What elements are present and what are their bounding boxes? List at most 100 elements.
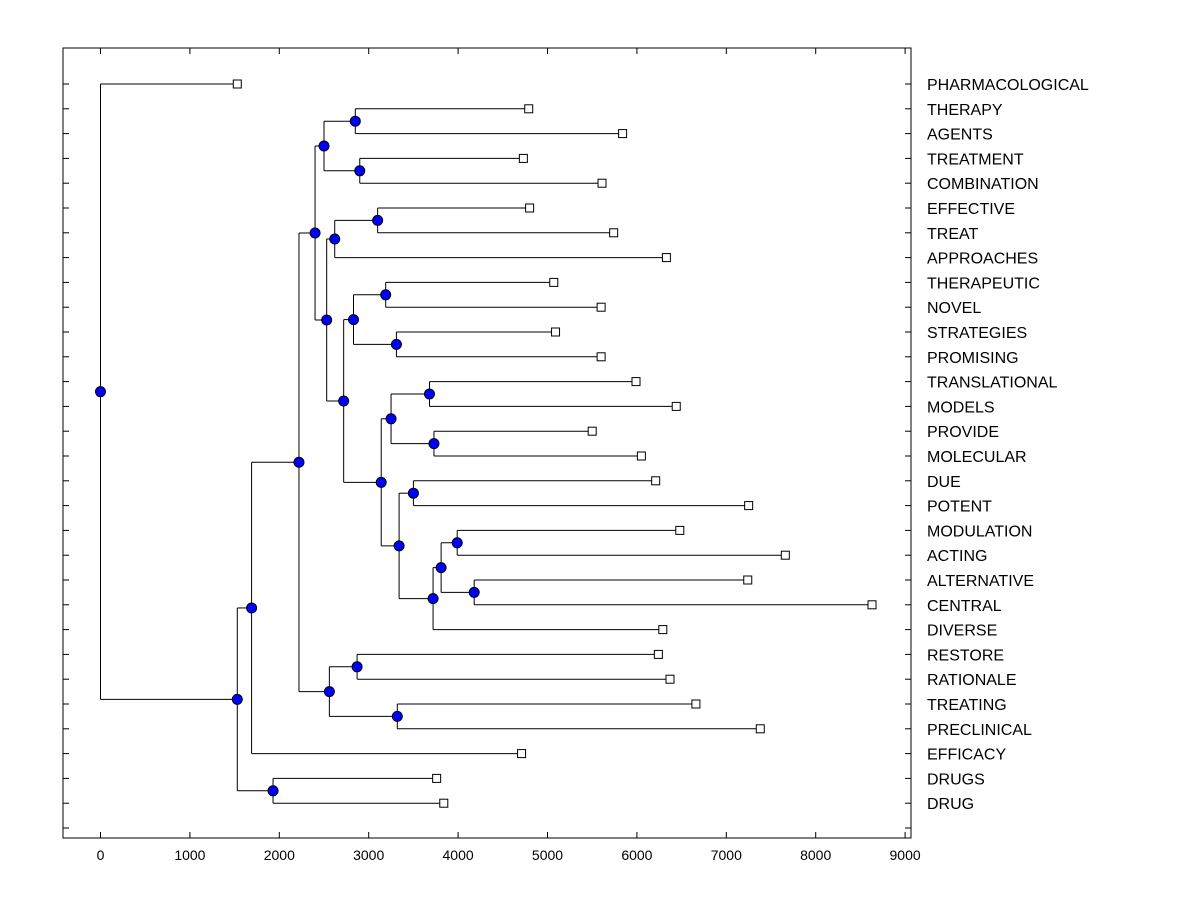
merge-node (293, 456, 305, 468)
x-tick-label: 6000 (621, 847, 652, 863)
leaf-marker (658, 625, 668, 635)
merge-node (95, 386, 106, 398)
leaf-label: PHARMACOLOGICAL (927, 77, 1089, 94)
x-tick-label: 7000 (711, 847, 742, 863)
leaf-marker (755, 724, 765, 734)
leaf-label: PROMISING (927, 350, 1019, 367)
merge-node (451, 537, 463, 549)
leaf-marker (631, 377, 641, 387)
leaf-marker (691, 699, 701, 709)
merge-node (318, 140, 330, 152)
merge-node (435, 562, 447, 574)
x-axis: 0 1000 2000 3000 4000 5000 6000 7000 8000 9000 (97, 48, 921, 863)
merge-nodes (95, 115, 480, 797)
leaf-label: APPROACHES (927, 251, 1038, 268)
leaf-marker (232, 79, 242, 89)
leaf-label: DRUG (927, 796, 974, 813)
merge-node (427, 593, 439, 605)
leaf-labels: PHARMACOLOGICAL THERAPY AGENTS TREATMENT COM… (927, 77, 1089, 813)
merge-node (391, 710, 403, 722)
leaf-marker (744, 501, 754, 511)
leaf-label: RESTORE (927, 647, 1004, 664)
leaf-marker (780, 550, 790, 560)
merge-node (393, 540, 405, 552)
leaf-marker (596, 302, 606, 312)
merge-node (372, 214, 384, 226)
left-tick-marks (63, 83, 911, 829)
leaf-marker (618, 129, 628, 139)
leaf-label: STRATEGIES (927, 325, 1027, 342)
leaf-marker (671, 401, 681, 411)
leaf-marker (551, 327, 561, 337)
x-tick-label: 5000 (532, 847, 563, 863)
leaf-label: AGENTS (927, 127, 993, 144)
x-tick-label: 1000 (174, 847, 205, 863)
leaf-label: TREAT (927, 226, 978, 243)
leaf-label: ACTING (927, 548, 987, 565)
x-tick-label: 8000 (800, 847, 831, 863)
leaf-marker (675, 525, 685, 535)
merge-node (309, 227, 321, 239)
leaf-label: TRANSLATIONAL (927, 375, 1058, 392)
merge-node (349, 115, 361, 127)
leaf-marker (743, 575, 753, 585)
merge-node (231, 693, 243, 705)
leaf-label: NOVEL (927, 300, 981, 317)
leaf-markers (232, 79, 877, 808)
leaf-label: PRECLINICAL (927, 722, 1032, 739)
leaf-marker (661, 253, 671, 263)
leaf-label: EFFICACY (927, 747, 1006, 764)
x-tick-label: 2000 (264, 847, 295, 863)
leaf-label: TREATING (927, 697, 1007, 714)
leaf-label: MODULATION (927, 523, 1032, 540)
merge-node (423, 388, 435, 400)
leaf-marker (439, 798, 449, 808)
leaf-label: DIVERSE (927, 623, 997, 640)
x-tick-label: 3000 (353, 847, 384, 863)
leaf-label: MOLECULAR (927, 449, 1027, 466)
leaf-marker (518, 153, 528, 163)
leaf-label: EFFECTIVE (927, 201, 1015, 218)
leaf-marker (596, 352, 606, 362)
merge-node (323, 686, 335, 698)
leaf-marker (432, 773, 442, 783)
leaf-marker (653, 649, 663, 659)
leaf-label: MODELS (927, 399, 995, 416)
merge-node (351, 661, 363, 673)
merge-node (329, 233, 341, 245)
merge-node (321, 314, 333, 326)
leaf-label: DRUGS (927, 771, 985, 788)
leaf-marker (525, 203, 535, 213)
leaf-marker (517, 749, 527, 759)
leaf-marker (549, 277, 559, 287)
leaf-label: RATIONALE (927, 672, 1017, 689)
leaf-label: PROVIDE (927, 424, 999, 441)
leaf-label: TREATMENT (927, 151, 1024, 168)
merge-node (390, 338, 402, 350)
merge-node (468, 586, 480, 598)
x-tick-label: 0 (97, 847, 105, 863)
leaf-label: COMBINATION (927, 176, 1039, 193)
merge-node (407, 487, 419, 499)
leaf-marker (524, 104, 534, 114)
merge-node (354, 165, 366, 177)
leaf-marker (651, 476, 661, 486)
leaf-marker (597, 178, 607, 188)
leaf-marker (609, 228, 619, 238)
leaf-label: POTENT (927, 499, 992, 516)
merge-node (385, 413, 397, 425)
merge-node (246, 602, 258, 614)
leaf-marker (636, 451, 646, 461)
plot-frame (62, 47, 912, 839)
merge-node (348, 314, 360, 326)
x-tick-label: 9000 (890, 847, 921, 863)
merge-node (267, 785, 279, 797)
leaf-marker (665, 674, 675, 684)
merge-node (375, 476, 387, 488)
leaf-label: THERAPY (927, 102, 1003, 119)
leaf-marker (867, 600, 877, 610)
leaf-label: ALTERNATIVE (927, 573, 1034, 590)
leaf-label: CENTRAL (927, 598, 1002, 615)
